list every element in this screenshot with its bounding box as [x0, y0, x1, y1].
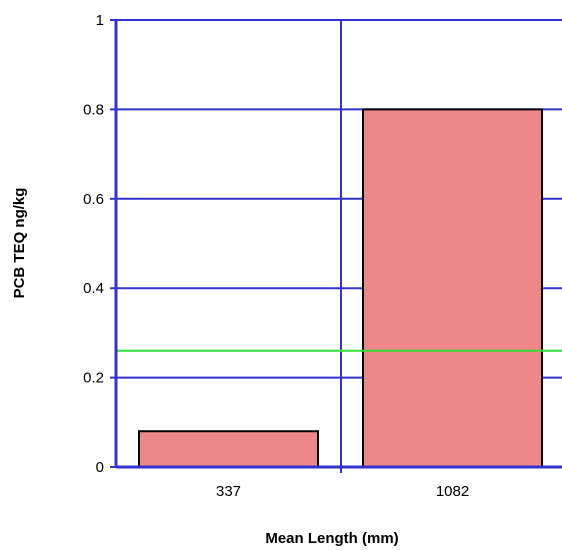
y-tick-label: 0.2	[83, 370, 104, 387]
bar	[138, 430, 319, 468]
y-tick-label: 1	[96, 12, 104, 29]
y-axis-title: PCB TEQ ng/kg	[11, 188, 28, 299]
x-tick-label: 1082	[436, 483, 469, 500]
bar	[362, 108, 543, 469]
tick-labels: 0 0.2 0.4 0.6 0.8 1 337 1082	[83, 12, 469, 500]
x-tick-label: 337	[216, 483, 241, 500]
x-axis-title: Mean Length (mm)	[265, 530, 398, 547]
y-tick-label: 0.8	[83, 101, 104, 118]
y-tick-label: 0.4	[83, 280, 104, 297]
bars	[138, 108, 543, 469]
y-tick-label: 0	[96, 459, 104, 476]
axes	[110, 19, 562, 473]
y-tick-label: 0.6	[83, 191, 104, 208]
